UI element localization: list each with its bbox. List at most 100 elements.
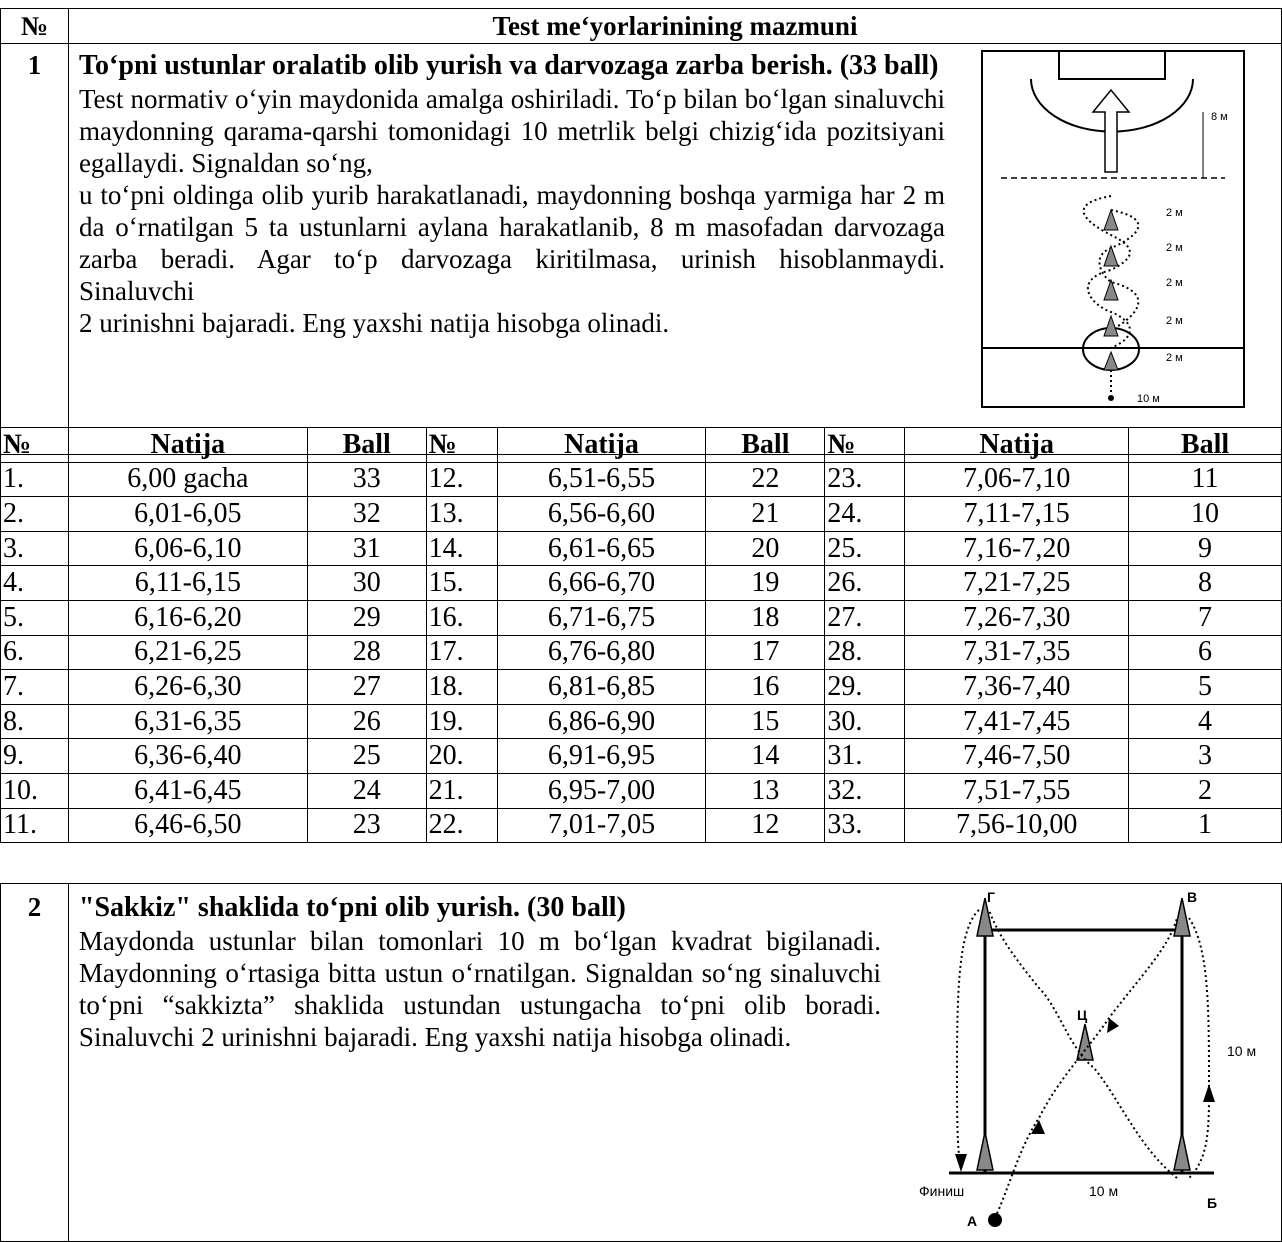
section1-content: To‘pni ustunlar oralatib olib yurish va … xyxy=(67,43,1282,455)
table-row: 10. 6,41-6,45 24 21. 6,95-7,00 13 32. 7,51-7,55… xyxy=(0,772,1282,809)
row-score-1: 24 xyxy=(306,772,427,809)
row-result-3: 7,46-7,50 xyxy=(904,738,1130,774)
section2-text: Maydonda ustunlar bilan tomonlari 10 m b… xyxy=(78,926,881,1052)
row-num-2: 16. xyxy=(425,599,498,636)
label-2m-1: 2 м xyxy=(1166,207,1183,219)
row-num-2: 21. xyxy=(425,772,498,809)
row-num-2: 14. xyxy=(425,530,498,567)
header-title: Test me‘yorlarinining mazmuni xyxy=(67,8,1282,44)
row-score-1: 28 xyxy=(306,634,427,671)
row-num-3: 25. xyxy=(824,530,906,567)
label-2m-4: 2 м xyxy=(1166,315,1183,327)
row-score-1: 29 xyxy=(306,599,427,636)
row-score-1: 26 xyxy=(306,703,427,740)
label-10m-bottom: 10 м xyxy=(1089,1183,1118,1199)
label-8m: 8 м xyxy=(1211,111,1228,123)
table-row: 2. 6,01-6,05 32 13. 6,56-6,60 21 24. 7,11-7,15 1… xyxy=(0,496,1282,532)
row-result-2: 6,51-6,55 xyxy=(496,461,707,498)
row-result-3: 7,06-7,10 xyxy=(904,461,1130,498)
row-result-2: 6,91-6,95 xyxy=(496,738,707,774)
row-score-1: 33 xyxy=(306,461,427,498)
row-result-2: 6,76-6,80 xyxy=(496,634,707,671)
row-num-1: 1. xyxy=(0,461,69,498)
row-result-3: 7,16-7,20 xyxy=(904,530,1130,567)
row-score-2: 21 xyxy=(705,496,826,532)
hdr-num-2: № xyxy=(425,427,498,463)
section2-table: 2 "Sakkiz" shaklida to‘pni olib yurish. … xyxy=(0,883,1282,1242)
row-num-2: 17. xyxy=(425,634,498,671)
row-score-3: 3 xyxy=(1128,738,1282,774)
row-result-1: 6,26-6,30 xyxy=(67,669,308,705)
row-num-1: 3. xyxy=(0,530,69,567)
figure-eight-diagram: Г В Ц Б А Финиш 10 м 10 м xyxy=(919,889,1256,1229)
row-score-2: 13 xyxy=(705,772,826,809)
hdr-num-1: № xyxy=(0,427,69,463)
row-result-3: 7,31-7,35 xyxy=(904,634,1130,671)
row-score-2: 18 xyxy=(705,599,826,636)
label-10m: 10 м xyxy=(1137,393,1160,405)
section1-text-c: 2 urinishni bajaradi. Eng yaxshi natija … xyxy=(78,308,670,338)
row-result-2: 7,01-7,05 xyxy=(496,807,707,844)
row-result-2: 6,71-6,75 xyxy=(496,599,707,636)
row-score-1: 30 xyxy=(306,565,427,601)
row-score-3: 11 xyxy=(1128,461,1282,498)
row-num-1: 11. xyxy=(0,807,69,844)
row-result-1: 6,31-6,35 xyxy=(67,703,308,740)
section1-title: To‘pni ustunlar oralatib olib yurish va … xyxy=(78,50,939,81)
section1-text-a: Test normativ o‘yin maydonida amalga osh… xyxy=(78,84,945,178)
row-score-2: 12 xyxy=(705,807,826,844)
row-score-2: 22 xyxy=(705,461,826,498)
row-result-1: 6,21-6,25 xyxy=(67,634,308,671)
row-result-3: 7,11-7,15 xyxy=(904,496,1130,532)
row-result-3: 7,56-10,00 xyxy=(904,807,1130,844)
row-num-1: 5. xyxy=(0,599,69,636)
header-num: № xyxy=(0,8,69,44)
label-g: Г xyxy=(987,889,995,905)
hdr-score-1: Ball xyxy=(306,427,427,463)
row-score-3: 9 xyxy=(1128,530,1282,567)
row-score-3: 10 xyxy=(1128,496,1282,532)
table-row: 9. 6,36-6,40 25 20. 6,91-6,95 14 31. 7,46-7,50 3 xyxy=(0,738,1282,774)
row-result-1: 6,16-6,20 xyxy=(67,599,308,636)
row-result-3: 7,26-7,30 xyxy=(904,599,1130,636)
row-result-2: 6,86-6,90 xyxy=(496,703,707,740)
row-score-3: 4 xyxy=(1128,703,1282,740)
table-row: 1. 6,00 gacha 33 12. 6,51-6,55 22 23. 7,06-7,10… xyxy=(0,461,1282,498)
row-num-3: 29. xyxy=(824,669,906,705)
row-num-2: 20. xyxy=(425,738,498,774)
section2-title: "Sakkiz" shaklida to‘pni olib yurish. (3… xyxy=(78,892,626,923)
section1-table: № Test me‘yorlarinining mazmuni 1 To‘pni… xyxy=(0,8,1282,455)
table-row: 3. 6,06-6,10 31 14. 6,61-6,65 20 25. 7,16-7,20 9 xyxy=(0,530,1282,567)
row-result-2: 6,95-7,00 xyxy=(496,772,707,809)
row-num-1: 4. xyxy=(0,565,69,601)
row-num-2: 12. xyxy=(425,461,498,498)
row-score-2: 19 xyxy=(705,565,826,601)
row-num-2: 15. xyxy=(425,565,498,601)
section2-number: 2 xyxy=(0,883,69,1242)
hdr-result-1: Natija xyxy=(67,427,308,463)
row-num-3: 31. xyxy=(824,738,906,774)
row-result-1: 6,00 gacha xyxy=(67,461,308,498)
row-num-2: 19. xyxy=(425,703,498,740)
row-score-1: 31 xyxy=(306,530,427,567)
row-score-1: 25 xyxy=(306,738,427,774)
row-result-3: 7,51-7,55 xyxy=(904,772,1130,809)
row-result-2: 6,56-6,60 xyxy=(496,496,707,532)
table-row: 8. 6,31-6,35 26 19. 6,86-6,90 15 30. 7,41-7,45 4 xyxy=(0,703,1282,740)
row-score-1: 27 xyxy=(306,669,427,705)
row-num-3: 33. xyxy=(824,807,906,844)
row-score-2: 15 xyxy=(705,703,826,740)
label-2m-5: 2 м xyxy=(1166,352,1183,364)
hdr-result-2: Natija xyxy=(496,427,707,463)
row-result-1: 6,46-6,50 xyxy=(67,807,308,844)
row-num-3: 23. xyxy=(824,461,906,498)
section1-number: 1 xyxy=(0,43,69,455)
label-finish: Финиш xyxy=(919,1183,964,1199)
row-score-1: 23 xyxy=(306,807,427,844)
row-num-1: 6. xyxy=(0,634,69,671)
row-num-1: 10. xyxy=(0,772,69,809)
section2-content: "Sakkiz" shaklida to‘pni olib yurish. (3… xyxy=(67,883,1282,1242)
row-result-1: 6,11-6,15 xyxy=(67,565,308,601)
label-ts: Ц xyxy=(1077,1007,1088,1023)
hdr-result-3: Natija xyxy=(904,427,1130,463)
